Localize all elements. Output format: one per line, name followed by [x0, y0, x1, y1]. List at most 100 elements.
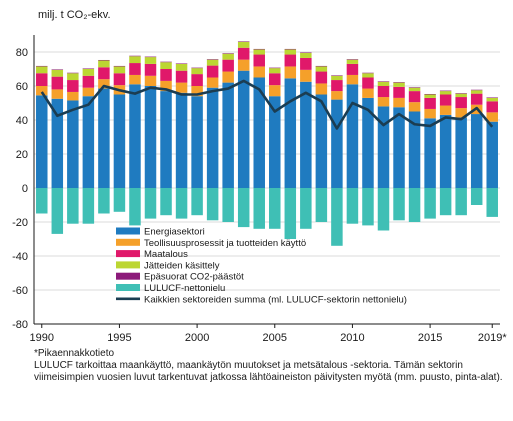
y-tick-label: 20: [16, 149, 28, 161]
bar-segment: [377, 188, 390, 231]
bar-segment: [424, 118, 436, 188]
bar-segment: [470, 90, 483, 94]
bar-segment: [237, 59, 250, 71]
bar-segment: [144, 57, 157, 64]
bar-segment: [393, 82, 405, 87]
bar-segment: [113, 188, 126, 212]
bar-segment: [98, 188, 110, 214]
bar-segment: [439, 114, 452, 188]
bar-segment: [486, 101, 498, 113]
bar-segment: [129, 55, 141, 57]
bar-segment: [82, 68, 95, 69]
bar-segment: [362, 188, 374, 226]
bar-segment: [455, 97, 467, 109]
bar-segment: [315, 94, 328, 188]
bar-segment: [439, 90, 452, 92]
bar-segment: [82, 69, 95, 76]
bar-segment: [36, 65, 48, 67]
bar-segment: [284, 49, 297, 55]
bar-segment: [51, 76, 64, 90]
total-line: [40, 79, 494, 130]
bar-segment: [439, 91, 452, 95]
bar-segment: [129, 84, 141, 188]
bar-segment: [144, 188, 157, 219]
bar-segment: [393, 86, 405, 98]
bar-segment: [67, 188, 79, 224]
bar-segment: [36, 188, 48, 214]
bar-segment: [206, 65, 219, 78]
bar-segment: [206, 77, 219, 88]
bar-segment: [424, 94, 436, 98]
bar-segment: [191, 86, 203, 97]
bar-segment: [439, 94, 452, 106]
bar-segment: [67, 100, 79, 188]
bar-segment: [113, 65, 126, 67]
bar-series: [36, 41, 498, 246]
bar-segment: [455, 108, 467, 118]
bar-segment: [300, 81, 312, 188]
bar-segment: [300, 69, 312, 82]
bar-segment: [67, 73, 79, 81]
bar-segment: [222, 82, 234, 188]
bar-segment: [408, 188, 421, 222]
bar-segment: [269, 85, 281, 97]
bar-segment: [331, 91, 343, 100]
bar-segment: [253, 66, 265, 78]
bar-segment: [486, 112, 498, 122]
bar-segment: [362, 97, 374, 188]
bar-segment: [424, 108, 436, 119]
bar-segment: [269, 67, 281, 69]
bar-segment: [331, 75, 343, 81]
bar-segment: [408, 91, 421, 103]
bar-segment: [300, 52, 312, 53]
legend-label: Teollisuusprosessit ja tuotteiden käyttö: [144, 238, 306, 249]
bar-segment: [98, 79, 110, 89]
bar-segment: [175, 82, 188, 93]
bar-segment: [98, 59, 110, 61]
bar-segment: [346, 63, 359, 75]
legend-swatch: [116, 272, 140, 280]
bar-segment: [393, 82, 405, 83]
bar-segment: [191, 68, 203, 75]
x-tick-label: 1990: [30, 332, 54, 344]
bar-segment: [222, 53, 234, 60]
bar-segment: [408, 102, 421, 112]
bar-segment: [113, 73, 126, 86]
bar-segment: [315, 71, 328, 84]
bar-segment: [346, 59, 359, 60]
bar-segment: [486, 121, 498, 188]
legend-label: Kaikkien sektoreiden summa (ml. LULUCF-s…: [144, 294, 407, 305]
bar-segment: [470, 114, 483, 188]
legend-swatch: [116, 250, 140, 258]
bar-segment: [393, 97, 405, 108]
bar-segment: [67, 91, 79, 101]
bar-segment: [191, 96, 203, 188]
bar-segment: [346, 188, 359, 224]
bar-segment: [160, 61, 172, 63]
footnotes: *Pikaennakkotieto LULUCF tarkoittaa maan…: [34, 348, 504, 384]
bar-segment: [36, 66, 48, 74]
axes: -80 -60 -40 -20 0 20 40 60 80 1990 1995 2000 2005 201…: [12, 35, 507, 344]
bar-segment: [206, 87, 219, 188]
bar-segment: [408, 87, 421, 92]
bar-segment: [82, 87, 95, 97]
bar-segment: [237, 41, 250, 42]
bar-segment: [98, 60, 110, 68]
legend-label: LULUCF-nettonielu: [144, 283, 225, 294]
bar-segment: [253, 49, 265, 55]
bar-segment: [470, 188, 483, 205]
bar-segment: [331, 80, 343, 92]
bar-segment: [206, 59, 219, 60]
bar-segment: [455, 93, 467, 94]
bar-segment: [424, 188, 436, 219]
bar-segment: [129, 56, 141, 64]
bar-segment: [346, 59, 359, 64]
bar-segment: [36, 73, 48, 86]
bar-segment: [300, 57, 312, 70]
footnote-preliminary: *Pikaennakkotieto: [34, 348, 115, 359]
footnote-lulucf: LULUCF tarkoittaa maankäyttö, maankäytön…: [34, 360, 503, 383]
bar-segment: [424, 97, 436, 109]
bar-segment: [51, 89, 64, 99]
bar-segment: [144, 75, 157, 86]
